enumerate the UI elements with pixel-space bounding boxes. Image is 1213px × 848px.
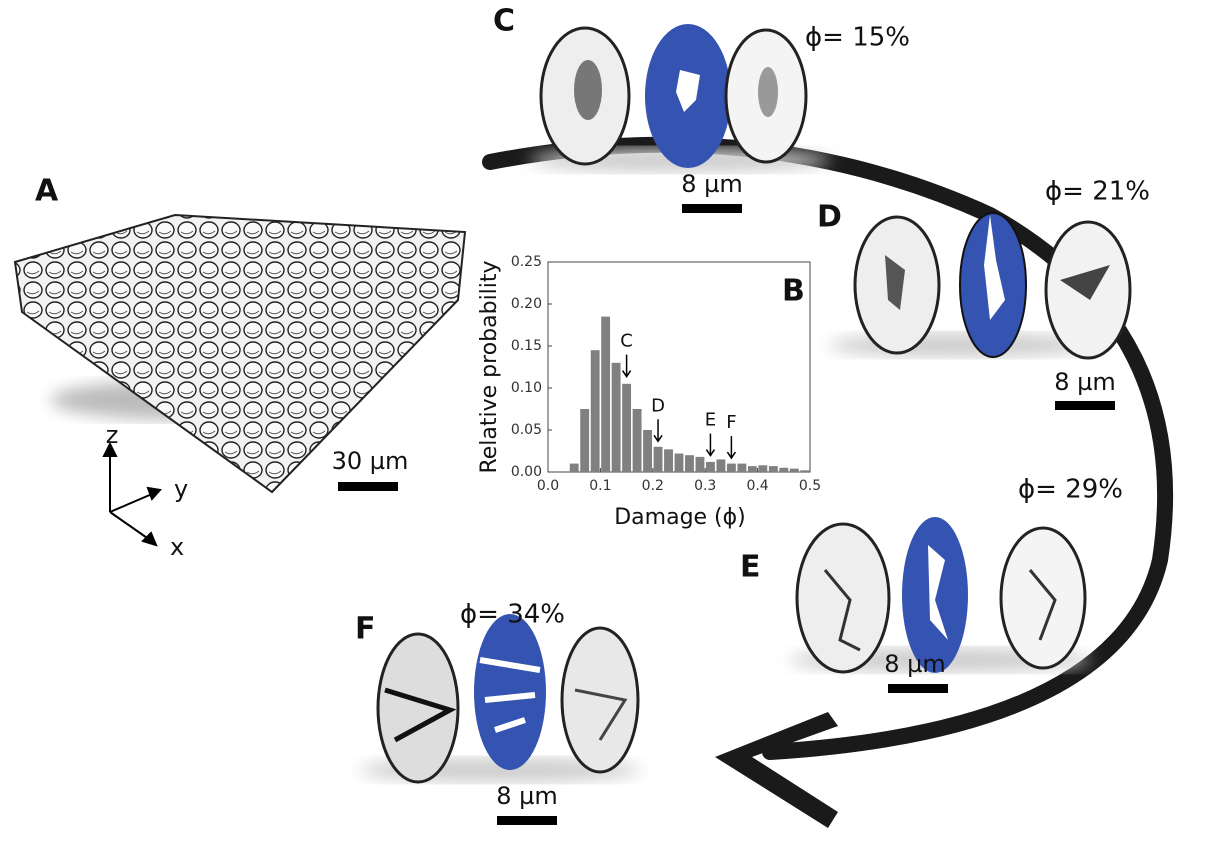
- bar: [674, 453, 684, 472]
- bar: [800, 470, 810, 472]
- x-tick-label: 0.5: [799, 478, 821, 494]
- damage-label: ϕ= 21%: [1045, 177, 1150, 207]
- y-tick-label: 0.25: [511, 254, 542, 270]
- x-tick-label: 0.1: [589, 478, 611, 494]
- arrow-tip: [653, 434, 663, 443]
- arrow-head: [715, 712, 838, 828]
- panel-label: D: [817, 200, 842, 235]
- bar: [726, 463, 736, 472]
- y-tick-label: 0.05: [511, 422, 542, 438]
- y-tick-label: 0.10: [511, 380, 542, 396]
- x-tick-label: 0.4: [746, 478, 768, 494]
- arrow-tip: [726, 451, 737, 460]
- scale-label: 30 µm: [332, 447, 409, 475]
- bar: [737, 463, 747, 472]
- axis-label: x: [170, 533, 184, 561]
- scale-label: 8 µm: [884, 650, 946, 678]
- annotation-label: D: [651, 395, 665, 416]
- bar: [601, 316, 611, 472]
- y-axis-label: Relative probability: [477, 260, 502, 473]
- scale-bar: [338, 482, 398, 491]
- x-axis-label: Damage (ϕ): [614, 505, 746, 530]
- bar: [685, 455, 694, 472]
- bar: [664, 449, 673, 472]
- bar: [622, 383, 632, 472]
- bar: [695, 456, 705, 472]
- axis-label: z: [106, 421, 119, 449]
- bar: [580, 409, 590, 472]
- panel-d: D ϕ= 21% 8 µm: [817, 177, 1150, 410]
- panel-label: B: [782, 274, 805, 309]
- annotation-label: F: [726, 412, 736, 433]
- axes-triad: [102, 441, 162, 547]
- bar: [779, 467, 789, 472]
- panel-label: A: [35, 174, 59, 209]
- damage-label: ϕ= 29%: [1018, 475, 1123, 505]
- scale-label: 8 µm: [496, 782, 558, 810]
- panel-label: F: [355, 612, 376, 647]
- bar: [632, 409, 642, 472]
- panel-f: F ϕ= 34% 8 µm: [355, 600, 640, 825]
- bar: [768, 466, 778, 472]
- bar: [716, 459, 726, 472]
- panel-label: C: [493, 4, 515, 39]
- scale-bar: [682, 204, 742, 213]
- histogram-panel: B Damage (ϕ) Relative probability 0.000.…: [477, 254, 821, 530]
- bar: [758, 465, 768, 472]
- arrow-tip: [705, 449, 716, 457]
- panel-a: A 30 µm z y x: [13, 174, 467, 561]
- bar: [590, 350, 600, 472]
- y-tick-label: 0.15: [511, 338, 542, 354]
- tissue-block: [13, 213, 467, 494]
- x-tick-label: 0.2: [642, 478, 664, 494]
- scale-label: 8 µm: [1054, 368, 1116, 396]
- arrow-tip: [621, 370, 632, 378]
- x-tick-label: 0.0: [537, 478, 559, 494]
- annotation-label: C: [620, 331, 633, 352]
- y-tick-label: 0.20: [511, 296, 542, 312]
- bar: [747, 466, 757, 472]
- scale-bar: [497, 816, 557, 825]
- bar: [789, 468, 799, 472]
- damage-label: ϕ= 34%: [460, 600, 565, 630]
- damage-label: ϕ= 15%: [805, 23, 910, 53]
- annotation-label: E: [705, 410, 716, 431]
- y-tick-label: 0.00: [511, 464, 542, 480]
- bar: [706, 461, 715, 472]
- bar: [569, 463, 579, 472]
- bar: [653, 446, 663, 472]
- scale-label: 8 µm: [681, 170, 743, 198]
- panel-e: E ϕ= 29% 8 µm: [740, 475, 1123, 693]
- bar: [643, 430, 652, 472]
- panel-label: E: [740, 550, 761, 585]
- panel-c: C ϕ= 15% 8 µm: [493, 4, 910, 213]
- x-tick-label: 0.3: [694, 478, 716, 494]
- axis-label: y: [174, 475, 188, 503]
- bar: [611, 362, 621, 472]
- scale-bar: [1055, 401, 1115, 410]
- scale-bar: [888, 684, 948, 693]
